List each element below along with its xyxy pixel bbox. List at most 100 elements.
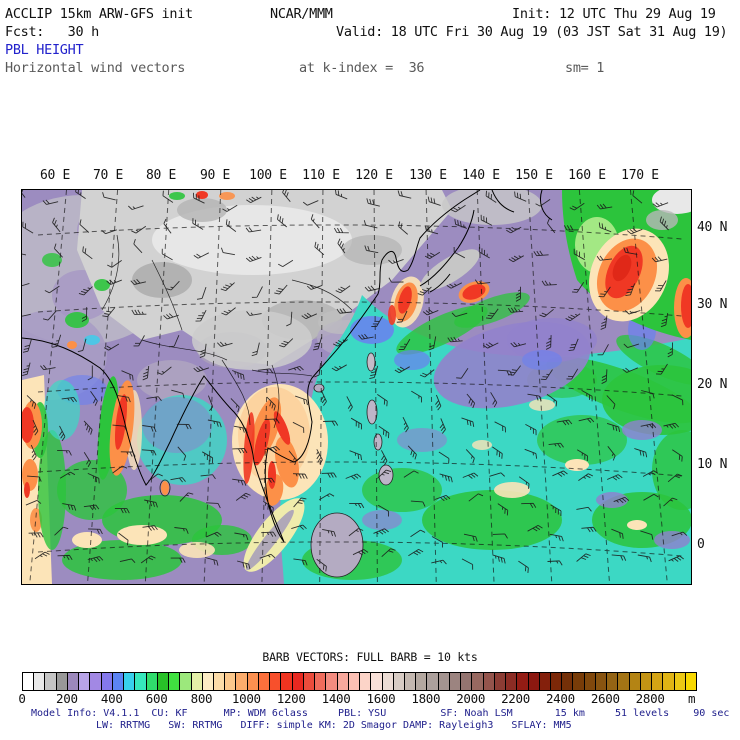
colorbar-tick: 1800 — [411, 691, 441, 706]
colorbar-cell — [517, 673, 529, 690]
colorbar-cell — [438, 673, 450, 690]
colorbar-cell — [202, 673, 214, 690]
colorbar-tick: 2600 — [590, 691, 620, 706]
colorbar-tick: 200 — [56, 691, 78, 706]
colorbar-cell — [292, 673, 304, 690]
colorbar-cell — [236, 673, 248, 690]
colorbar — [22, 672, 697, 691]
colorbar-cell — [281, 673, 293, 690]
colorbar-cell — [270, 673, 282, 690]
colorbar-tick: 400 — [100, 691, 123, 706]
colorbar-cell — [157, 673, 170, 690]
model-info-line2: LW: RRTMG SW: RRTMG DIFF: simple KM: 2D … — [96, 720, 572, 731]
field-label: PBL HEIGHT — [5, 42, 84, 58]
colorbar-cell — [112, 673, 125, 690]
colorbar-tick: 2000 — [456, 691, 486, 706]
colorbar-cell — [169, 673, 181, 690]
colorbar-cell — [337, 673, 349, 690]
lon-label: 110 E — [302, 168, 340, 183]
colorbar-cell — [67, 673, 80, 690]
colorbar-tick: 600 — [145, 691, 168, 706]
colorbar-cell — [90, 673, 102, 690]
colorbar-cell — [180, 673, 192, 690]
colorbar-cell — [191, 673, 203, 690]
colorbar-cell — [124, 673, 136, 690]
colorbar-cell — [652, 673, 664, 690]
colorbar-cell — [461, 673, 473, 690]
colorbar-cell — [393, 673, 405, 690]
colorbar-cell — [45, 673, 57, 690]
lon-label: 60 E — [39, 168, 71, 183]
colorbar-cell — [101, 673, 113, 690]
lon-label: 90 E — [199, 168, 231, 183]
colorbar-cell — [573, 673, 585, 690]
colorbar-cell — [416, 673, 428, 690]
barb-legend: BARB VECTORS: FULL BARB = 10 kts — [262, 650, 478, 664]
colorbar-cell — [506, 673, 518, 690]
wind-barbs-layer — [22, 190, 688, 573]
colorbar-tick: 2400 — [545, 691, 575, 706]
fcst-hour: Fcst: 30 h — [5, 24, 99, 40]
colorbar-tick: 2800 — [635, 691, 665, 706]
lon-label: 170 E — [621, 168, 659, 183]
lon-label: 70 E — [92, 168, 124, 183]
map-plot — [21, 189, 692, 585]
colorbar-cell — [382, 673, 394, 690]
colorbar-cell — [607, 673, 619, 690]
lon-label: 140 E — [462, 168, 500, 183]
colorbar-tick: 1000 — [231, 691, 261, 706]
colorbar-tick: 1200 — [276, 691, 306, 706]
colorbar-cell — [326, 673, 338, 690]
lon-label: 160 E — [568, 168, 606, 183]
colorbar-cell — [618, 673, 630, 690]
lon-label: 150 E — [515, 168, 553, 183]
init-time: Init: 12 UTC Thu 29 Aug 19 — [512, 6, 716, 22]
colorbar-cell — [348, 673, 361, 690]
colorbar-cell — [315, 673, 327, 690]
colorbar-cell — [551, 673, 563, 690]
lat-label: 40 N — [697, 220, 728, 235]
colorbar-cell — [539, 673, 552, 690]
colorbar-cell — [685, 673, 697, 690]
colorbar-cell — [23, 673, 35, 690]
lon-label: 120 E — [355, 168, 393, 183]
lon-label: 130 E — [409, 168, 447, 183]
colorbar-cell — [213, 673, 226, 690]
colorbar-cell — [135, 673, 147, 690]
colorbar-cell — [56, 673, 68, 690]
org-name: NCAR/MMM — [270, 6, 333, 22]
colorbar-cell — [303, 673, 316, 690]
model-info-line1: Model Info: V4.1.1 CU: KF MP: WDM 6class… — [31, 708, 730, 719]
colorbar-cell — [595, 673, 608, 690]
colorbar-tick: 2200 — [501, 691, 530, 706]
colorbar-cell — [562, 673, 574, 690]
colorbar-cell — [483, 673, 495, 690]
lat-label: 10 N — [697, 457, 728, 472]
colorbar-cell — [146, 673, 158, 690]
colorbar-tick: 1400 — [321, 691, 351, 706]
valid-time: Valid: 18 UTC Fri 30 Aug 19 (03 JST Sat … — [336, 24, 728, 40]
colorbar-cell — [584, 673, 596, 690]
smooth-label: sm= 1 — [565, 60, 605, 76]
colorbar-cell — [472, 673, 484, 690]
model-title: ACCLIP 15km ARW-GFS init — [5, 6, 193, 22]
colorbar-cell — [258, 673, 271, 690]
lon-label: 100 E — [249, 168, 287, 183]
colorbar-unit: m — [688, 691, 696, 706]
colorbar-cell — [427, 673, 439, 690]
colorbar-cell — [674, 673, 686, 690]
map-field-layer — [22, 190, 691, 584]
overlay-label: Horizontal wind vectors — [5, 60, 186, 76]
colorbar-cell — [225, 673, 237, 690]
colorbar-cell — [494, 673, 507, 690]
lat-label: 30 N — [697, 297, 728, 312]
lat-label: 20 N — [697, 377, 728, 392]
colorbar-cell — [528, 673, 540, 690]
colorbar-cell — [449, 673, 462, 690]
lat-label: 0 — [697, 537, 705, 552]
colorbar-cell — [247, 673, 259, 690]
colorbar-tick: 1600 — [366, 691, 396, 706]
colorbar-cell — [663, 673, 675, 690]
colorbar-tick: 800 — [190, 691, 213, 706]
colorbar-cell — [34, 673, 46, 690]
